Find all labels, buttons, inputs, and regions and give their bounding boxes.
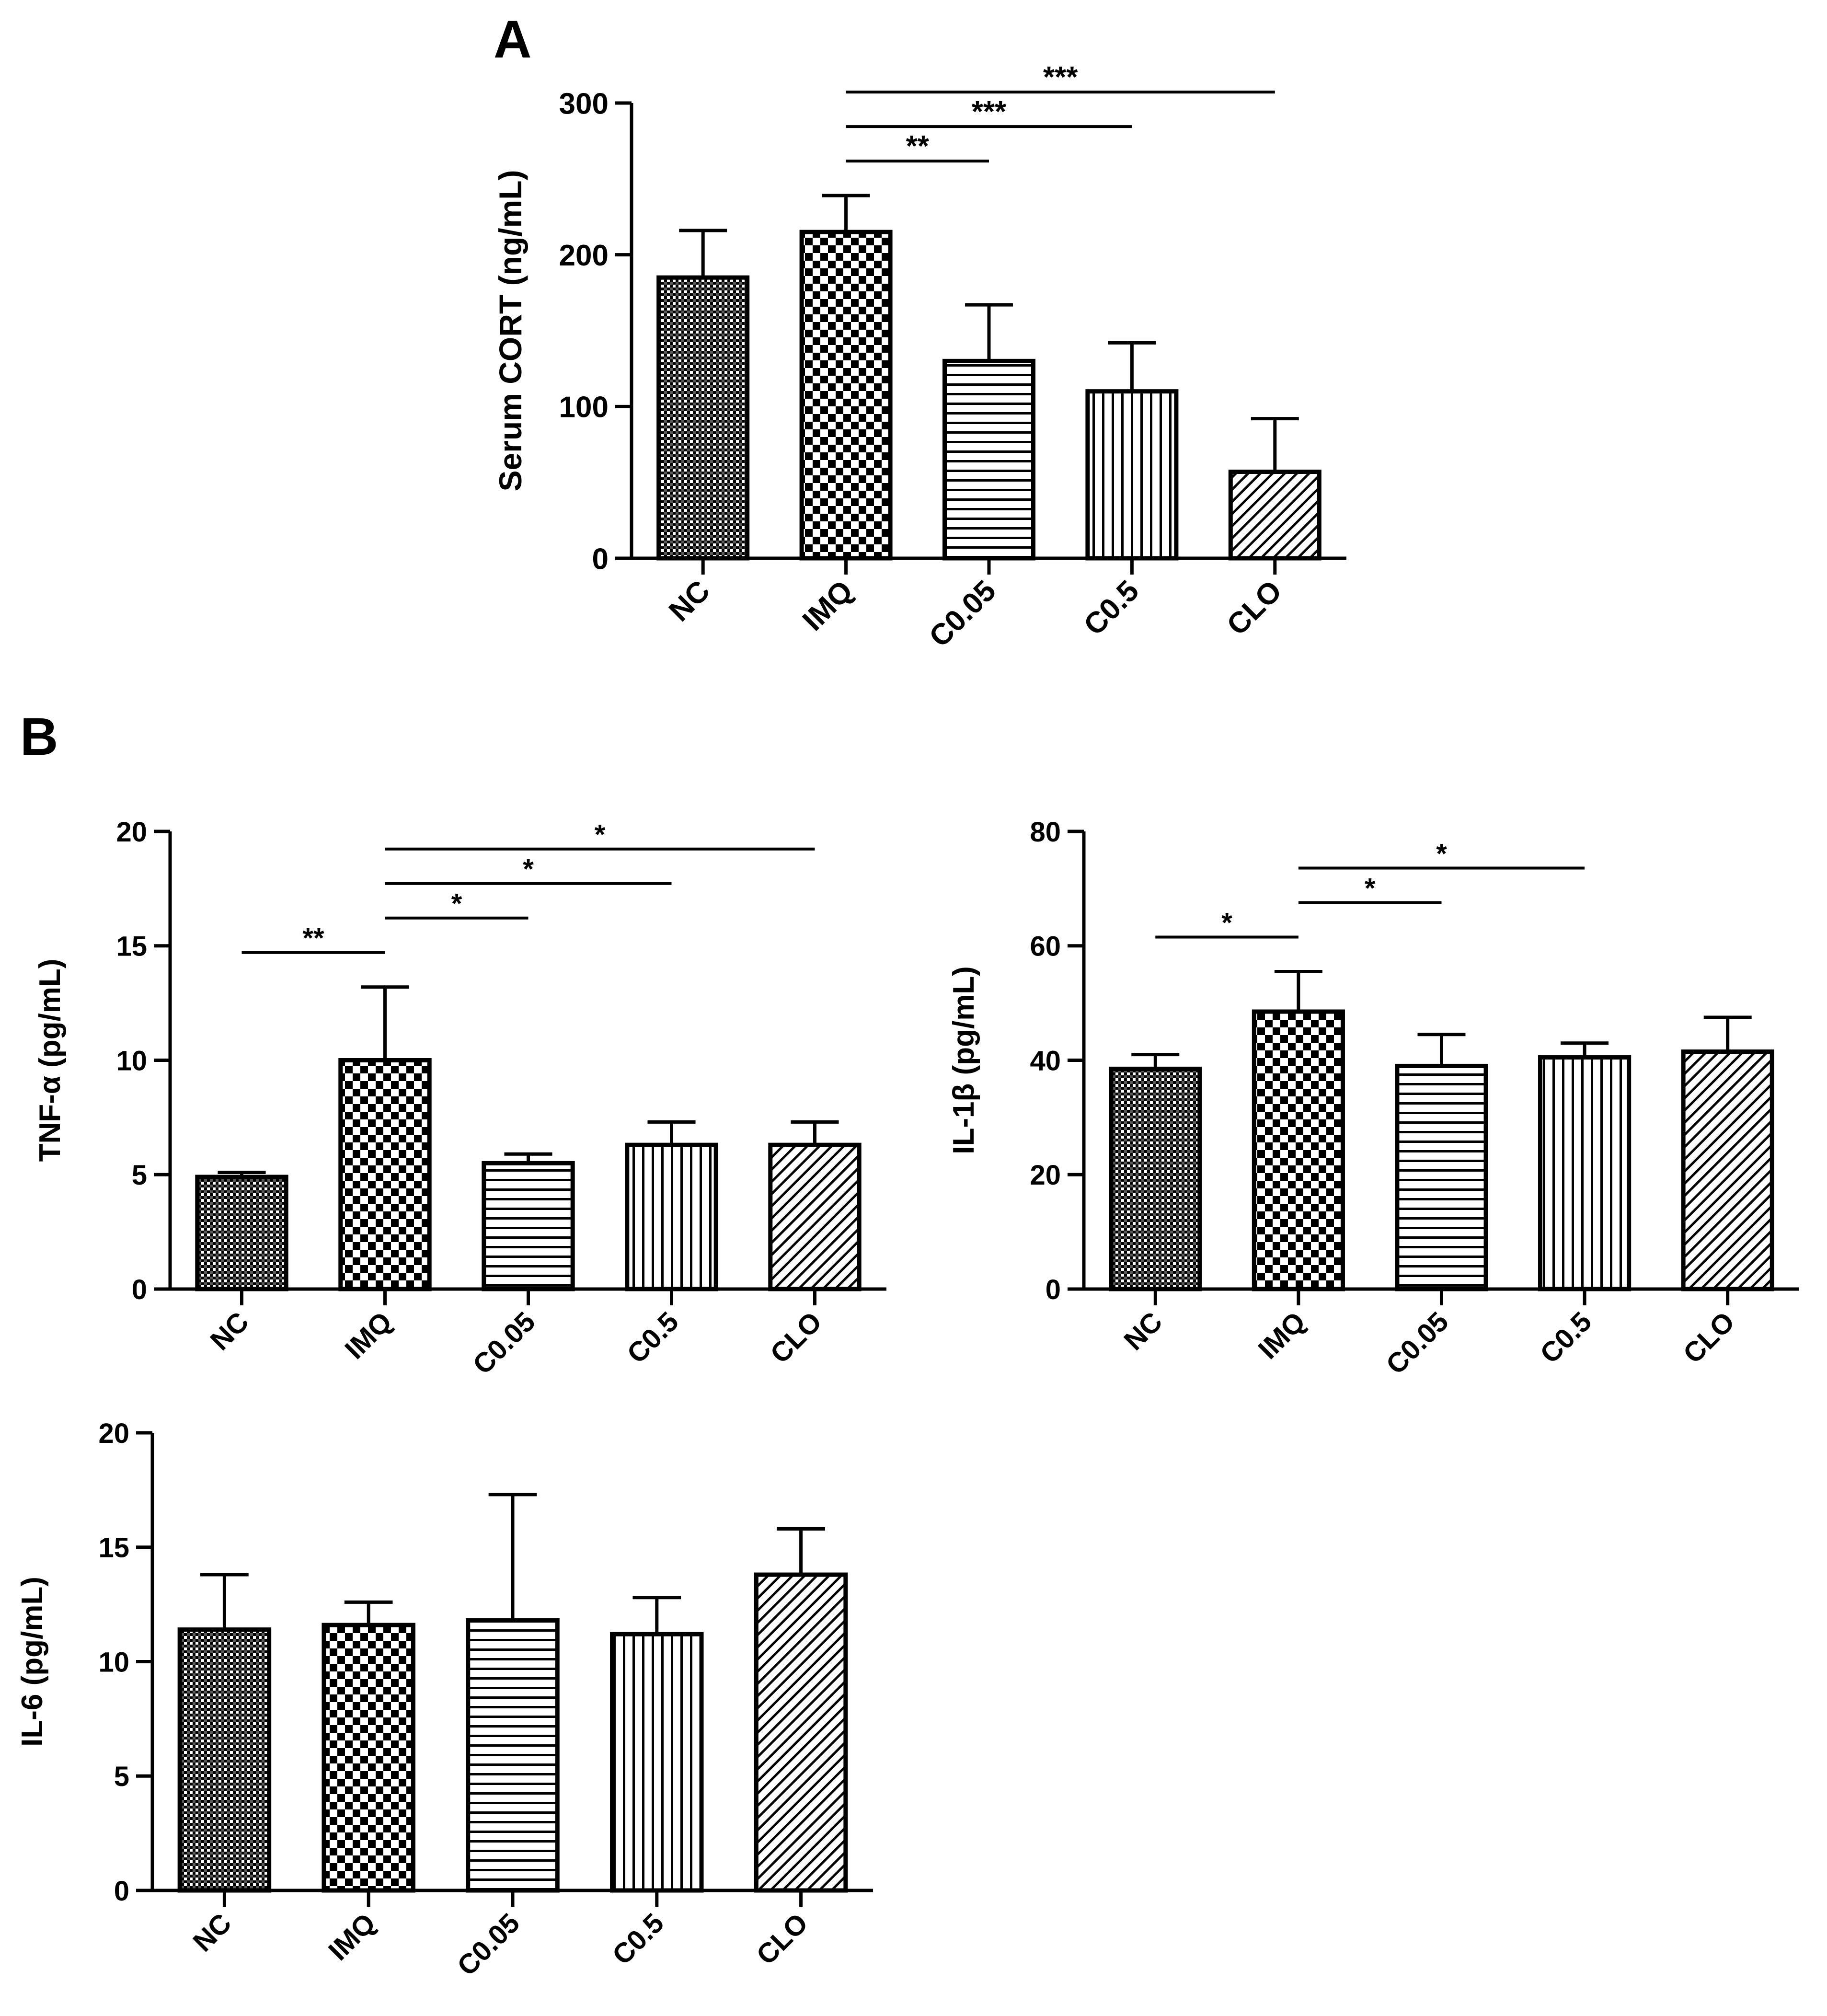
y-tick-label: 15 [116, 931, 147, 962]
x-tick-label: CLO [750, 1907, 814, 1971]
y-tick-label: 10 [98, 1647, 129, 1678]
y-tick-label: 20 [116, 817, 147, 848]
x-tick-label: IMQ [339, 1306, 398, 1365]
y-tick-label: 5 [114, 1761, 129, 1792]
x-tick-label: C0.5 [606, 1907, 670, 1971]
y-tick-label: 10 [116, 1045, 147, 1076]
bar [466, 1618, 560, 1893]
significance-label: * [1436, 838, 1447, 869]
panel-label-a: A [494, 10, 531, 69]
x-tick-label: IMQ [322, 1907, 381, 1966]
chart-il-1-beta: 0 20 40 60 80 IL-1β (pg/mL) NC IMQ C0.05 C0.5 CLO *… [947, 817, 1799, 1381]
y-axis-label: Serum CORT (ng/mL) [493, 170, 528, 492]
x-tick-label: C0.5 [621, 1306, 685, 1370]
y-tick-label: 15 [98, 1532, 129, 1564]
chart-serum-cort: 0 100 200 300 Serum CORT (ng/mL) NC IMQ C0.05 C0… [493, 61, 1346, 654]
bar [1109, 1066, 1202, 1291]
bar [1538, 1055, 1632, 1291]
y-tick-label: 200 [559, 239, 609, 272]
y-tick-label: 40 [1030, 1045, 1061, 1076]
y-tick-label: 0 [114, 1876, 129, 1907]
x-tick-label: CLO [1220, 574, 1288, 642]
x-tick-label: IMQ [1252, 1306, 1311, 1365]
bar [799, 230, 893, 561]
y-axis-label: IL-6 (pg/mL) [16, 1577, 49, 1747]
x-tick-label: C0.05 [1380, 1306, 1454, 1380]
bar [610, 1632, 704, 1893]
y-tick-label: 0 [132, 1274, 147, 1305]
y-tick-label: 80 [1030, 817, 1061, 848]
bar [177, 1627, 272, 1893]
y-tick-label: 60 [1030, 931, 1061, 962]
bar [1228, 470, 1321, 561]
bar [625, 1142, 718, 1291]
y-tick-label: 5 [132, 1160, 147, 1191]
x-tick-label: C0.5 [1078, 574, 1145, 642]
y-tick-label: 100 [559, 391, 609, 424]
chart-il-6: 0 5 10 15 20 IL-6 (pg/mL) NC IMQ C0.05 C0.5 CLO [16, 1418, 873, 1982]
y-tick-label: 300 [559, 87, 609, 120]
significance-label: ** [302, 923, 324, 954]
bar [656, 275, 750, 561]
panel-label-b: B [20, 707, 58, 766]
significance-label: * [1365, 873, 1376, 904]
bar [1681, 1049, 1774, 1291]
x-tick-label: CLO [764, 1306, 828, 1370]
significance-label: ** [906, 130, 930, 163]
x-tick-label: C0.05 [467, 1306, 541, 1380]
bar [768, 1142, 862, 1291]
bar [1395, 1063, 1488, 1291]
x-tick-label: NC [187, 1907, 237, 1958]
bar [1085, 389, 1179, 561]
bar [482, 1161, 575, 1291]
x-tick-label: CLO [1677, 1306, 1741, 1370]
bar [195, 1175, 288, 1291]
bar [338, 1058, 432, 1291]
y-tick-label: 20 [1030, 1160, 1061, 1191]
y-tick-label: 0 [1046, 1274, 1061, 1305]
y-tick-label: 0 [592, 542, 609, 576]
significance-label: * [523, 854, 534, 885]
significance-label: * [595, 819, 606, 851]
significance-label: *** [1043, 61, 1078, 94]
x-tick-label: IMQ [796, 574, 860, 637]
x-tick-label: NC [1118, 1306, 1168, 1356]
x-tick-label: C0.05 [451, 1907, 526, 1981]
x-tick-label: NC [663, 574, 716, 628]
bar [322, 1623, 415, 1893]
significance-label: * [1221, 907, 1232, 938]
y-tick-label: 20 [98, 1418, 129, 1449]
bar [754, 1572, 848, 1893]
x-tick-label: C0.5 [1534, 1306, 1598, 1370]
y-axis-label: IL-1β (pg/mL) [947, 966, 980, 1154]
x-tick-label: C0.05 [923, 574, 1002, 654]
significance-label: * [451, 888, 462, 920]
y-axis-label: TNF-α (pg/mL) [34, 959, 67, 1162]
x-tick-label: NC [204, 1306, 254, 1356]
bar [942, 358, 1036, 561]
significance-label: *** [972, 95, 1007, 128]
bar [1252, 1009, 1345, 1291]
